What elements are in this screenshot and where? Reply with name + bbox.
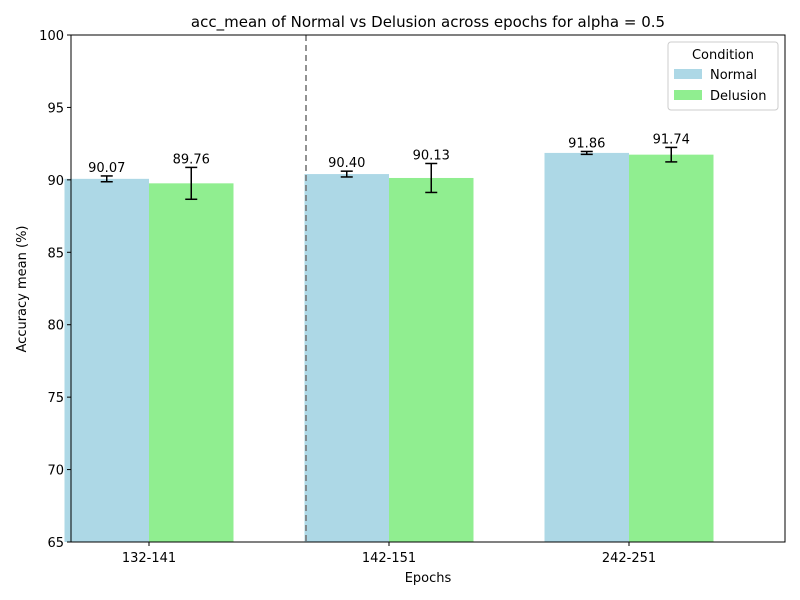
- data-label-normal-132-141: 90.07: [88, 161, 125, 176]
- data-label-delusion-242-251: 91.74: [653, 132, 690, 147]
- chart-title: acc_mean of Normal vs Delusion across ep…: [191, 13, 665, 32]
- bar-normal-242-251: [544, 152, 629, 543]
- y-tick-label-75: 75: [47, 391, 64, 406]
- error-bar-normal-132-141: [100, 175, 113, 183]
- error-bar-delusion-132-141: [185, 166, 198, 201]
- y-tick-label-70: 70: [47, 464, 64, 479]
- y-tick-label-85: 85: [47, 246, 64, 261]
- legend-swatch-delusion: [674, 90, 702, 100]
- x-tick-label-142-151: 142-151: [362, 551, 416, 566]
- x-tick-label-132-141: 132-141: [122, 551, 176, 566]
- bar-normal-132-141: [64, 178, 149, 542]
- legend-title: Condition: [692, 48, 754, 63]
- error-bar-normal-142-151: [340, 170, 353, 178]
- x-axis-title: Epochs: [405, 571, 452, 586]
- plot-area: 90.07 90.40 91.86 89.76 90.13 91.74 65 70 75 80 85…: [39, 29, 786, 566]
- bar-delusion-132-141: [149, 183, 234, 542]
- y-tick-label-95: 95: [47, 101, 64, 116]
- y-tick-label-80: 80: [47, 319, 64, 334]
- data-label-delusion-132-141: 89.76: [173, 152, 210, 167]
- data-label-delusion-142-151: 90.13: [413, 148, 450, 163]
- y-tick-label-100: 100: [39, 29, 64, 44]
- legend: Condition Normal Delusion: [667, 41, 779, 111]
- error-bar-normal-242-251: [580, 150, 593, 156]
- y-tick-label-90: 90: [47, 174, 64, 189]
- axes-frame: [70, 34, 786, 543]
- legend-swatch-normal: [674, 69, 702, 79]
- legend-label-delusion: Delusion: [710, 89, 766, 104]
- data-label-normal-242-251: 91.86: [568, 136, 605, 151]
- y-axis-title: Accuracy mean (%): [15, 226, 30, 353]
- bar-normal-142-151: [304, 174, 389, 542]
- bar-delusion-142-151: [389, 177, 474, 542]
- bar-delusion-242-251: [629, 154, 714, 543]
- y-tick-label-65: 65: [47, 536, 64, 551]
- error-bar-delusion-242-251: [665, 146, 678, 163]
- data-label-normal-142-151: 90.40: [328, 156, 365, 171]
- error-bar-delusion-142-151: [425, 162, 438, 194]
- x-tick-label-242-251: 242-251: [602, 551, 656, 566]
- legend-label-normal: Normal: [710, 68, 757, 83]
